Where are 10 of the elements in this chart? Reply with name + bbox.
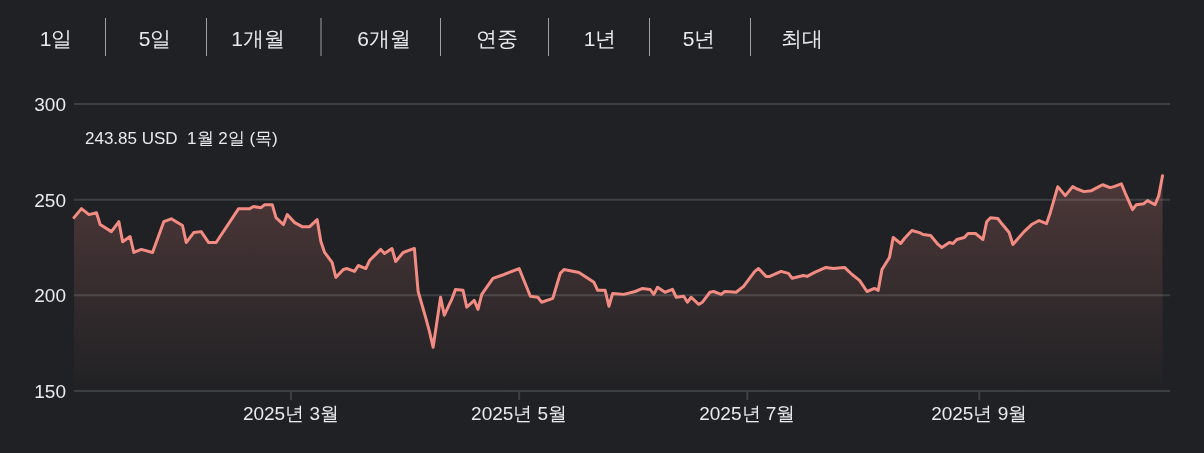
annotation: 243.85 USD 1월 2일 (목) — [85, 129, 278, 148]
range-buttons: 1일 5일 1개월 6개월 연중 1년 5년 최대 — [39, 17, 823, 57]
x-tick-label: 2025년 3월 — [242, 403, 340, 424]
x-tick-label: 2025년 5월 — [471, 403, 568, 424]
y-tick-label: 150 — [34, 381, 66, 402]
x-tick-label: 2025년 7월 — [699, 403, 796, 424]
y-tick-label: 250 — [34, 189, 66, 211]
y-tick-label: 300 — [34, 94, 66, 115]
y-tick-label: 200 — [34, 285, 66, 307]
x-tick-label: 2025년 9월 — [931, 403, 1028, 424]
